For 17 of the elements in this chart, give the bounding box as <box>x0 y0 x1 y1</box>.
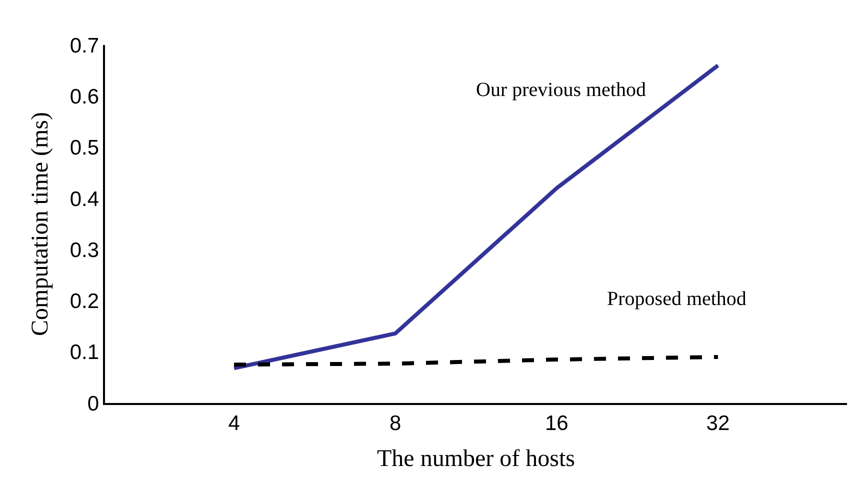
y-tick-label: 0 <box>87 392 100 416</box>
y-axis-title: Computation time (ms) <box>27 112 54 336</box>
x-tick-label: 16 <box>544 412 568 435</box>
y-tick-label: 0.1 <box>70 341 100 364</box>
x-tick-label: 32 <box>706 412 730 435</box>
text: Proposed method <box>607 288 746 310</box>
x-tick-label: 8 <box>390 412 402 435</box>
line-series <box>232 354 720 367</box>
y-tick-label: 0.2 <box>70 290 100 314</box>
y-tick-label: 0.3 <box>70 238 100 262</box>
y-tick-label: 0.5 <box>70 136 100 160</box>
x-tick-label: 4 <box>228 412 240 435</box>
y-tick-label: 0.6 <box>70 85 100 108</box>
y-tick-label: 0.4 <box>70 188 100 211</box>
x-axis-title: The number of hosts <box>377 446 575 472</box>
y-tick-label: 0.7 <box>70 34 100 58</box>
series-label: Our previous method <box>476 79 646 101</box>
